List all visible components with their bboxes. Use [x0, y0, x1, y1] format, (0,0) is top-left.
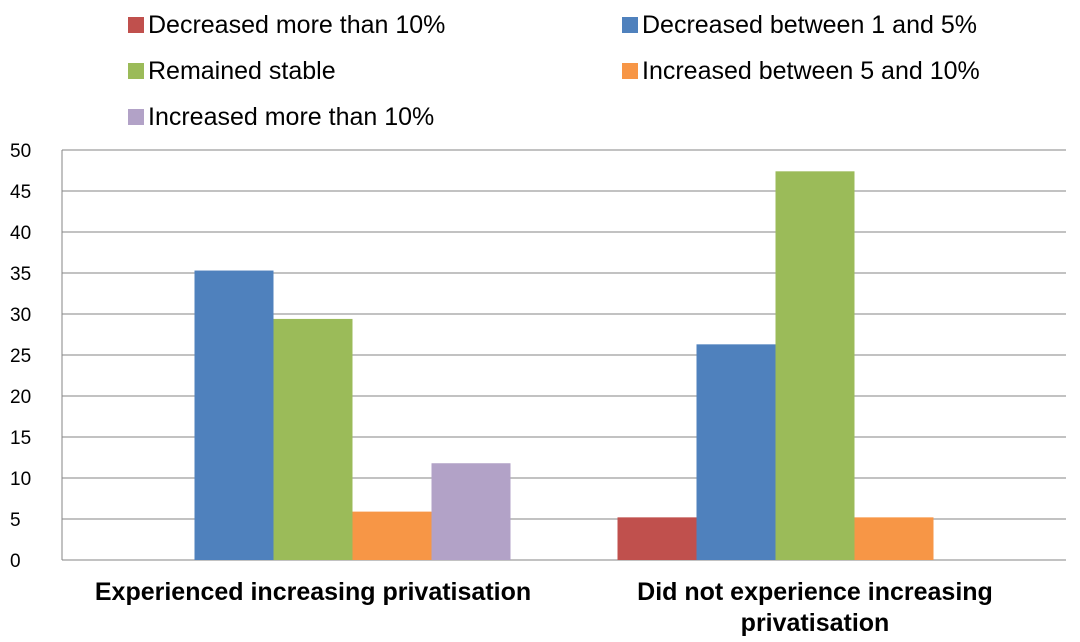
legend-swatch-decreased-more-than-10: [128, 17, 144, 33]
y-tick-label-40: 40: [10, 223, 31, 244]
y-tick-label-20: 20: [10, 387, 31, 408]
bar-increased-more-than-10-cat-0: [431, 463, 511, 560]
legend-swatch-remained-stable: [128, 63, 144, 79]
bar-increased-between-5-and-10-cat-0: [352, 511, 432, 560]
x-axis: Experienced increasing privatisation Did …: [95, 578, 993, 637]
bar-remained-stable-cat-0: [273, 318, 353, 560]
y-tick-label-45: 45: [10, 182, 31, 203]
legend-label-decreased-more-than-10: Decreased more than 10%: [148, 11, 445, 39]
x-category-label-1-line-1: privatisation: [741, 609, 890, 637]
legend-label-increased-more-than-10: Increased more than 10%: [148, 103, 434, 131]
bar-decreased-between-1-and-5-cat-0: [194, 270, 274, 560]
legend: Decreased more than 10% Decreased between…: [128, 11, 980, 131]
y-tick-label-10: 10: [10, 469, 31, 490]
bar-remained-stable-cat-1: [775, 171, 855, 560]
legend-swatch-decreased-between-1-and-5: [622, 17, 638, 33]
legend-swatch-increased-between-5-and-10: [622, 63, 638, 79]
bars: [194, 171, 934, 560]
legend-swatch-increased-more-than-10: [128, 109, 144, 125]
bar-decreased-more-than-10-cat-1: [617, 517, 697, 560]
y-tick-label-50: 50: [10, 141, 31, 162]
y-tick-label-0: 0: [10, 551, 21, 572]
bar-increased-between-5-and-10-cat-1: [854, 517, 934, 560]
y-axis: 0 5 10 15 20 25 30 35 40 45 50: [10, 141, 1066, 572]
bar-decreased-between-1-and-5-cat-1: [696, 344, 776, 560]
x-category-label-1-line-0: Did not experience increasing: [637, 578, 993, 606]
y-tick-label-30: 30: [10, 305, 31, 326]
x-category-label-0-line-0: Experienced increasing privatisation: [95, 578, 531, 606]
y-tick-label-25: 25: [10, 346, 31, 367]
y-tick-label-5: 5: [10, 510, 21, 531]
legend-label-remained-stable: Remained stable: [148, 57, 336, 85]
y-tick-label-15: 15: [10, 428, 31, 449]
y-tick-label-35: 35: [10, 264, 31, 285]
legend-label-decreased-between-1-and-5: Decreased between 1 and 5%: [642, 11, 977, 39]
legend-label-increased-between-5-and-10: Increased between 5 and 10%: [642, 57, 980, 85]
